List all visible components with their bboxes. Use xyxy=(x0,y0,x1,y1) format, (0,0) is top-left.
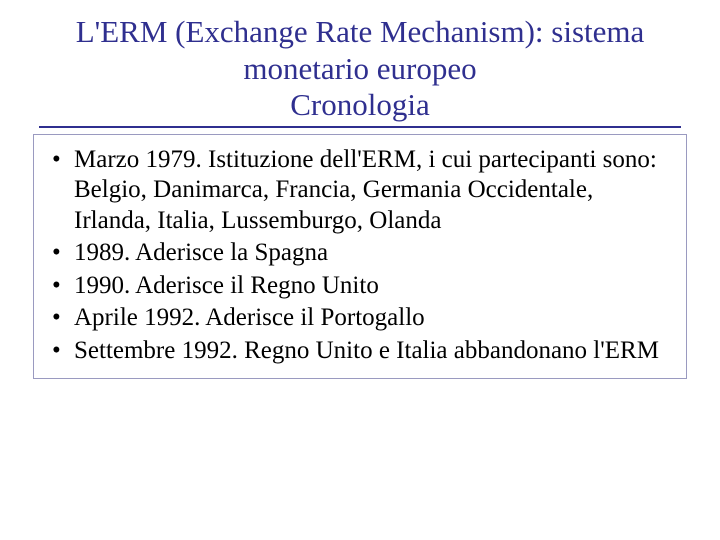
list-item-text: Aprile 1992. Aderisce il Portogallo xyxy=(74,304,425,331)
list-item-text: 1989. Aderisce la Spagna xyxy=(74,239,328,266)
slide-title: L'ERM (Exchange Rate Mechanism): sistema… xyxy=(39,14,681,128)
body-box: Marzo 1979. Istituzione dell'ERM, i cui … xyxy=(33,134,687,380)
title-line-3: Cronologia xyxy=(290,87,430,122)
list-item: Settembre 1992. Regno Unito e Italia abb… xyxy=(44,336,676,367)
bullet-list: Marzo 1979. Istituzione dell'ERM, i cui … xyxy=(44,145,676,367)
list-item-text: Marzo 1979. Istituzione dell'ERM, i cui … xyxy=(74,146,657,234)
list-item: Aprile 1992. Aderisce il Portogallo xyxy=(44,303,676,334)
title-line-1: L'ERM (Exchange Rate Mechanism): sistema xyxy=(76,14,645,49)
list-item-text: Settembre 1992. Regno Unito e Italia abb… xyxy=(74,337,659,364)
list-item: Marzo 1979. Istituzione dell'ERM, i cui … xyxy=(44,145,676,237)
list-item: 1990. Aderisce il Regno Unito xyxy=(44,271,676,302)
list-item-text: 1990. Aderisce il Regno Unito xyxy=(74,272,379,299)
slide: L'ERM (Exchange Rate Mechanism): sistema… xyxy=(0,0,720,540)
title-line-2: monetario europeo xyxy=(243,51,476,86)
list-item: 1989. Aderisce la Spagna xyxy=(44,238,676,269)
